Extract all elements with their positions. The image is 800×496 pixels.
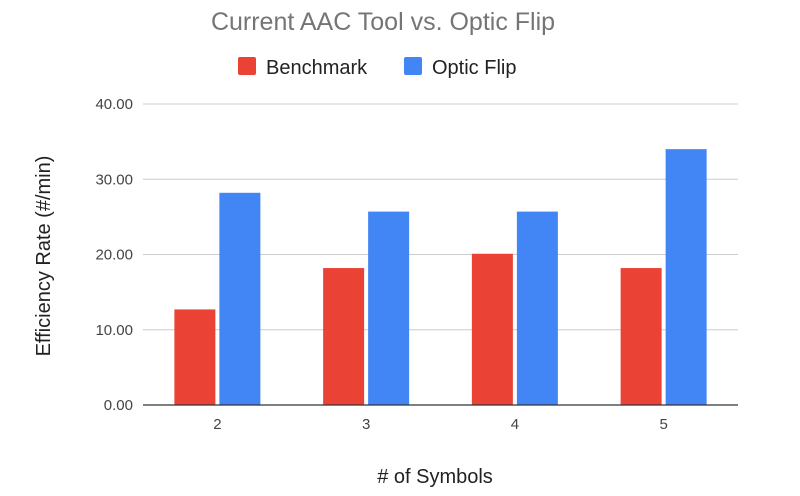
bars bbox=[174, 149, 707, 405]
bar-benchmark bbox=[620, 268, 662, 405]
legend-label: Optic Flip bbox=[432, 57, 516, 79]
legend: Benchmark Optic Flip bbox=[238, 57, 516, 79]
y-tick-label: 10.00 bbox=[95, 322, 133, 339]
chart-title: Current AAC Tool vs. Optic Flip bbox=[211, 8, 555, 36]
bar-optic-flip bbox=[516, 211, 558, 405]
bar-benchmark bbox=[471, 253, 513, 405]
y-axis-title: Efficiency Rate (#/min) bbox=[33, 156, 55, 357]
bar-optic-flip bbox=[219, 192, 261, 405]
x-axis-title: # of Symbols bbox=[377, 466, 493, 488]
y-axis-ticks: 0.00 10.00 20.00 30.00 40.00 bbox=[95, 96, 133, 414]
bar-benchmark bbox=[323, 268, 365, 405]
x-tick-label: 3 bbox=[362, 416, 370, 433]
x-tick-label: 4 bbox=[511, 416, 519, 433]
legend-label: Benchmark bbox=[266, 57, 368, 79]
bar-optic-flip bbox=[368, 211, 410, 405]
bar-optic-flip bbox=[665, 149, 707, 405]
x-axis-ticks: 2 3 4 5 bbox=[213, 416, 668, 433]
bar-benchmark bbox=[174, 309, 216, 405]
y-tick-label: 30.00 bbox=[95, 171, 133, 188]
x-tick-label: 5 bbox=[659, 416, 667, 433]
y-tick-label: 40.00 bbox=[95, 96, 133, 113]
legend-swatch bbox=[238, 57, 256, 75]
y-tick-label: 0.00 bbox=[104, 397, 133, 414]
legend-swatch bbox=[404, 57, 422, 75]
y-tick-label: 20.00 bbox=[95, 247, 133, 264]
x-tick-label: 2 bbox=[213, 416, 221, 433]
